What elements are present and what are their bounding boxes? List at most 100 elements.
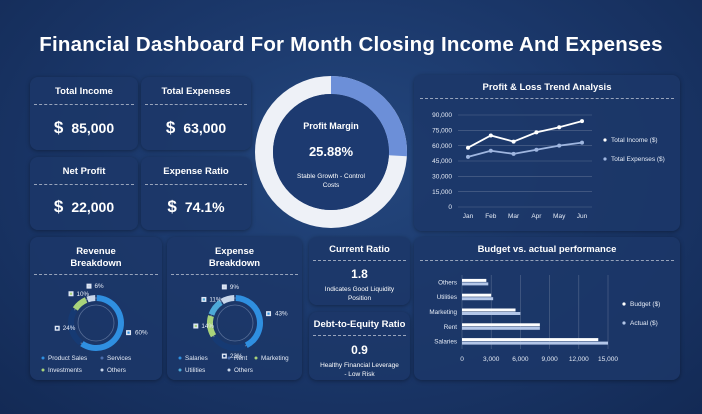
series-line xyxy=(467,141,583,158)
profit-margin-note-line1: Stable Growth - Control xyxy=(297,173,365,180)
donut-inner-ring xyxy=(77,304,115,342)
debt-equity-note-line1: Healthy Financial Leverage xyxy=(320,362,399,369)
kpi-net-profit-label: Net Profit xyxy=(62,166,106,177)
y-tick-label: 0 xyxy=(448,204,452,211)
currency-symbol: $ xyxy=(167,197,177,216)
data-point xyxy=(534,130,539,135)
kpi-total-income-card: Total Income $85,000 xyxy=(30,77,138,150)
y-tick-label: 15,000 xyxy=(432,189,452,196)
dashboard-title: Financial Dashboard For Month Closing In… xyxy=(39,33,663,56)
divider xyxy=(420,98,674,99)
legend-marker xyxy=(178,356,182,360)
donut-slice xyxy=(211,335,247,351)
slice-label: 10% xyxy=(77,291,90,298)
donut-slice xyxy=(208,299,223,316)
kpi-total-expenses-value: $63,000 xyxy=(141,118,251,138)
donut-slice xyxy=(72,297,88,311)
current-ratio-panel: Current Ratio 1.8 Indicates Good Liquidi… xyxy=(309,237,410,305)
legend-marker xyxy=(622,302,626,306)
currency-symbol: $ xyxy=(53,197,64,216)
bar xyxy=(462,282,489,286)
legend-marker xyxy=(227,356,231,360)
y-tick-label: 30,000 xyxy=(432,174,452,181)
divider xyxy=(171,274,298,275)
x-tick-label: Feb xyxy=(485,213,497,220)
debt-equity-note: Healthy Financial Leverage - Low Risk xyxy=(309,361,410,379)
x-tick-label: Mar xyxy=(508,213,520,220)
bar xyxy=(462,326,540,330)
kpi-expense-ratio-label: Expense Ratio xyxy=(163,166,229,177)
slice-label: 9% xyxy=(230,284,240,291)
pl-trend-title: Profit & Loss Trend Analysis xyxy=(482,82,612,93)
expense-breakdown-title-line1: Expense xyxy=(214,246,255,257)
slice-label: 24% xyxy=(63,325,76,332)
bar xyxy=(462,293,492,297)
legend-marker xyxy=(100,356,104,360)
x-tick-label: Jan xyxy=(463,213,474,220)
expense-breakdown-donut: 43% 23% 14% 11% 9% Salaries Rent Marketing Utili… xyxy=(178,284,289,374)
category-label: Marketing xyxy=(429,309,457,316)
debt-equity-title: Debt-to-Equity Ratio xyxy=(313,319,406,330)
pl-trend-chart: 0 15,000 30,000 45,000 60,000 75,000 90,000 Jan… xyxy=(432,112,665,220)
legend-label: Rent xyxy=(234,355,248,362)
legend-label: Utilities xyxy=(185,367,205,374)
legend-marker xyxy=(41,368,45,372)
legend-label: Total Expenses ($) xyxy=(611,156,665,163)
legend-marker xyxy=(254,356,258,360)
data-point xyxy=(466,154,470,159)
divider xyxy=(313,260,406,261)
legend-label: Services xyxy=(107,355,131,362)
revenue-breakdown-panel: Revenue Breakdown 60% 24% 10% 6% Product Sal… xyxy=(30,237,162,380)
category-label: Rent xyxy=(444,324,458,331)
divider xyxy=(34,274,158,275)
revenue-breakdown-donut: 60% 24% 10% 6% Product Sales Services Investme… xyxy=(41,283,148,374)
donut-slice xyxy=(68,308,83,346)
x-tick-label: May xyxy=(553,213,566,220)
currency-symbol: $ xyxy=(53,118,64,137)
kpi-total-expenses-label: Total Expenses xyxy=(161,86,231,97)
x-tick-label: 0 xyxy=(460,356,464,363)
donut-slice xyxy=(235,295,263,348)
category-label: Utilities xyxy=(437,294,457,301)
debt-equity-value: 0.9 xyxy=(351,343,368,357)
bar xyxy=(462,308,516,312)
slice-marker-dot xyxy=(223,285,226,289)
data-point xyxy=(511,139,516,144)
slice-marker-dot xyxy=(267,312,270,315)
slice-marker-dot xyxy=(202,298,205,301)
current-ratio-note-line2: Position xyxy=(347,295,372,302)
debt-equity-panel: Debt-to-Equity Ratio 0.9 Healthy Financi… xyxy=(309,312,410,380)
profit-margin-value: 25.88% xyxy=(308,144,354,159)
bar xyxy=(462,341,608,345)
current-ratio-value: 1.8 xyxy=(351,267,368,281)
profit-margin-label: Profit Margin xyxy=(303,121,359,131)
data-point xyxy=(488,133,493,138)
data-point xyxy=(488,148,493,153)
expense-breakdown-panel: Expense Breakdown 43% 23% 14% 11% 9% Salaries… xyxy=(167,237,302,380)
legend-marker xyxy=(622,321,626,325)
slice-label: 60% xyxy=(135,330,148,337)
legend-label: Investments xyxy=(48,367,82,374)
y-tick-label: 90,000 xyxy=(432,112,452,119)
kpi-expense-ratio-amount: 74.1% xyxy=(184,199,225,215)
data-point xyxy=(511,151,516,156)
x-tick-label: 12,000 xyxy=(569,356,589,363)
divider xyxy=(34,104,134,105)
data-point xyxy=(557,125,562,130)
legend-marker xyxy=(603,157,607,161)
legend-label: Product Sales xyxy=(48,355,87,362)
data-point xyxy=(534,147,539,152)
revenue-breakdown-title: Revenue Breakdown xyxy=(30,246,162,270)
donut-slice xyxy=(86,295,96,303)
profit-margin-donut xyxy=(255,76,407,228)
slice-label: 23% xyxy=(230,353,243,360)
budget-actual-title: Budget vs. actual performance xyxy=(477,244,617,255)
legend-label: Budget ($) xyxy=(630,301,660,308)
x-tick-label: Jun xyxy=(577,213,588,220)
donut-slice xyxy=(207,315,217,338)
slice-label: 43% xyxy=(275,311,288,318)
legend-marker xyxy=(227,368,231,372)
data-point xyxy=(466,145,470,150)
legend-label: Others xyxy=(107,367,126,374)
budget-actual-panel: Budget vs. actual performance 0 3,000 6,00… xyxy=(414,237,680,380)
